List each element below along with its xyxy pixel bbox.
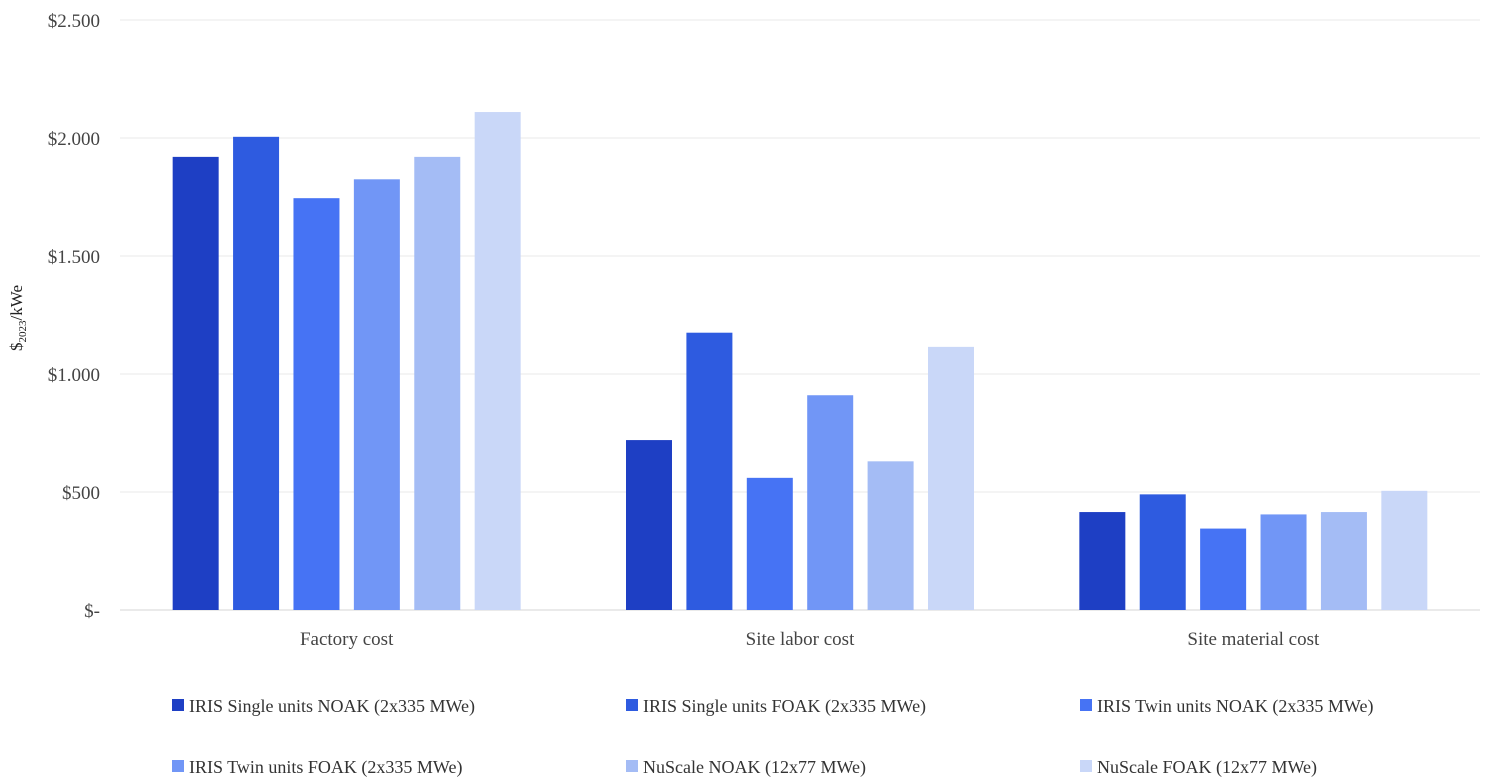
legend-swatch (172, 760, 184, 772)
bar (1320, 512, 1367, 610)
legend: IRIS Single units NOAK (2x335 MWe) IRIS S… (172, 696, 1373, 778)
y-axis-label-unit: /kWe (7, 285, 26, 320)
bar (626, 440, 672, 610)
legend-label: IRIS Twin units NOAK (2x335 MWe) (1097, 696, 1373, 717)
legend-swatch (626, 760, 638, 772)
bar (1139, 494, 1186, 610)
legend-swatch (1080, 760, 1092, 772)
bar (1260, 514, 1307, 610)
bar (233, 136, 280, 610)
y-axis-label: $2023/kWe (7, 285, 29, 351)
bars (172, 112, 1428, 611)
gridlines (120, 19, 1480, 611)
y-axis-ticks: $- $500 $1.000 $1.500 $2.000 $2.500 (48, 11, 100, 622)
bar (746, 477, 793, 610)
bar (1079, 512, 1126, 610)
bar (474, 112, 521, 610)
legend-label: IRIS Single units NOAK (2x335 MWe) (189, 696, 475, 717)
legend-label: NuScale FOAK (12x77 MWe) (1097, 757, 1317, 778)
x-category-label: Site labor cost (746, 629, 855, 650)
legend-swatch (1080, 699, 1092, 711)
bar (1200, 528, 1247, 610)
bar (414, 156, 461, 610)
bar (353, 179, 400, 611)
y-tick-label: $2.500 (48, 11, 100, 32)
legend-label: NuScale NOAK (12x77 MWe) (643, 757, 866, 778)
bar (1381, 490, 1428, 610)
legend-label: IRIS Twin units FOAK (2x335 MWe) (189, 757, 462, 778)
y-tick-label: $500 (62, 483, 100, 504)
x-axis-categories: Factory cost Site labor cost Site material… (300, 629, 1320, 650)
bar (293, 198, 340, 610)
y-axis-label-main: $ (7, 342, 26, 351)
y-axis-label-subscript: 2023 (17, 320, 29, 343)
bar (686, 332, 733, 610)
y-tick-label: $- (84, 601, 100, 622)
bar (172, 156, 219, 610)
legend-label: IRIS Single units FOAK (2x335 MWe) (643, 696, 926, 717)
bar (928, 346, 974, 610)
bar (867, 461, 914, 610)
x-category-label: Site material cost (1187, 629, 1320, 650)
bar (807, 395, 854, 610)
x-category-label: Factory cost (300, 629, 394, 650)
legend-swatch (626, 699, 638, 711)
legend-swatch (172, 699, 184, 711)
y-tick-label: $2.000 (48, 129, 100, 150)
y-tick-label: $1.000 (48, 365, 100, 386)
y-tick-label: $1.500 (48, 247, 100, 268)
